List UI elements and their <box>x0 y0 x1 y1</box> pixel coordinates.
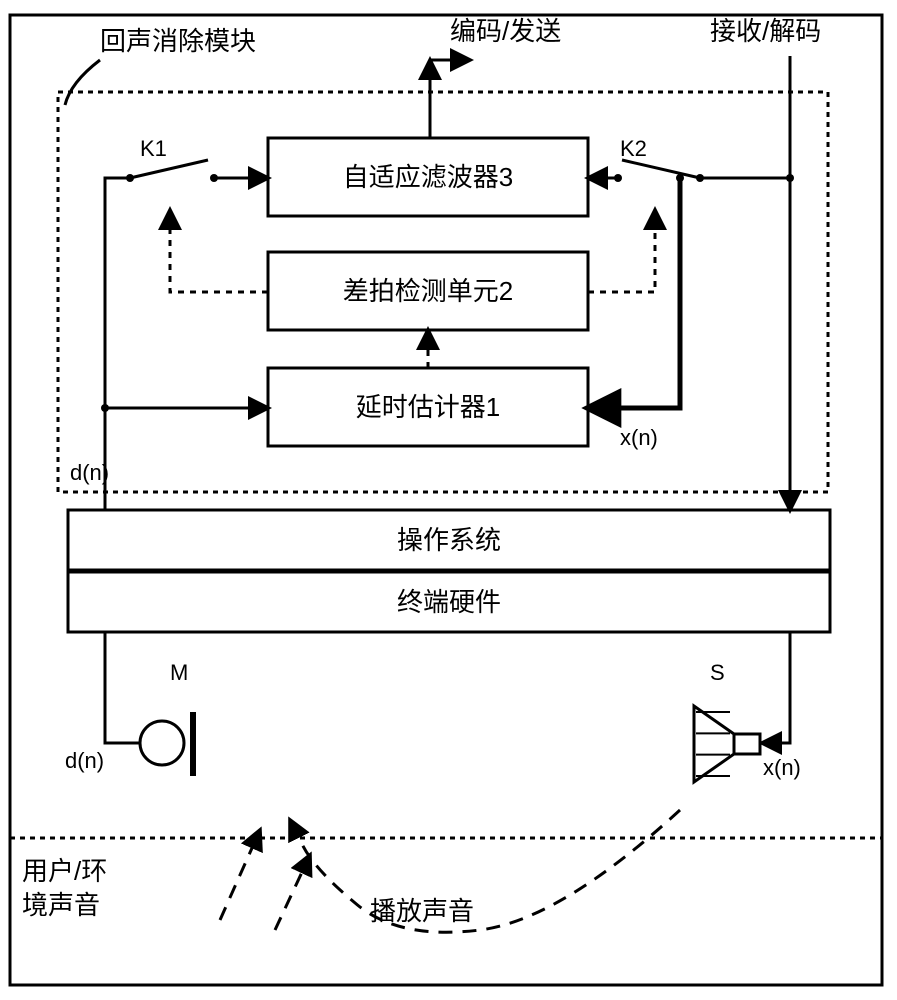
user-env-label-2: 境声音 <box>22 890 100 920</box>
dn-mid-label: d(n) <box>70 460 109 485</box>
speaker-body <box>734 734 760 754</box>
os-box-label: 操作系统 <box>397 525 501 555</box>
k1-label: K1 <box>140 136 167 161</box>
microphone-plate <box>190 712 196 776</box>
module-title: 回声消除模块 <box>100 26 256 56</box>
receive-decode-label: 接收/解码 <box>710 16 821 46</box>
spk-label: S <box>710 660 725 685</box>
microphone-icon <box>140 721 184 765</box>
delay-estimator-box-label: 延时估计器1 <box>356 392 500 422</box>
k2-label: K2 <box>620 136 647 161</box>
play-sound-label: 播放声音 <box>370 896 474 926</box>
xn-mid-label: x(n) <box>620 425 658 450</box>
mic-label: M <box>170 660 188 685</box>
adaptive-filter-box-label: 自适应滤波器3 <box>343 162 513 192</box>
hardware-box-label: 终端硬件 <box>397 587 501 617</box>
user-env-label-1: 用户/环 <box>22 856 107 886</box>
beat-detection-box-label: 差拍检测单元2 <box>343 276 513 306</box>
dn-bottom-label: d(n) <box>65 748 104 773</box>
xn-bottom-label: x(n) <box>763 755 801 780</box>
encode-send-label: 编码/发送 <box>450 16 561 46</box>
